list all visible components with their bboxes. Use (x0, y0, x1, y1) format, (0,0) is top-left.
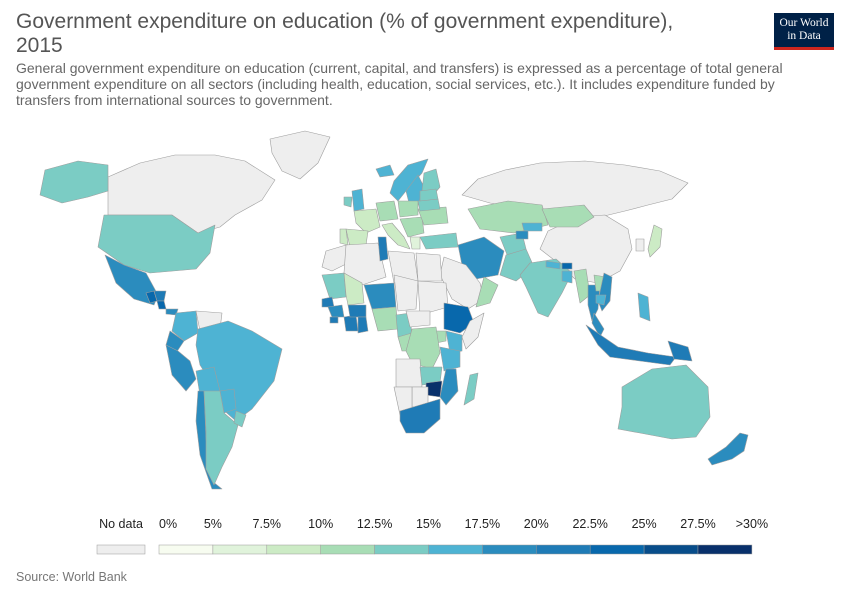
source-note[interactable]: Source: World Bank (16, 570, 127, 584)
legend-swatch (428, 544, 483, 555)
region-greece[interactable] (409, 236, 421, 250)
region-alaska[interactable] (39, 160, 109, 204)
region-sudan[interactable] (417, 280, 449, 316)
region-united-states[interactable] (97, 214, 216, 274)
region-angola[interactable] (395, 358, 423, 388)
region-new-zealand[interactable] (707, 432, 749, 466)
legend-swatch (697, 544, 753, 555)
region-germany[interactable] (375, 200, 399, 222)
subtitle-line-3: transfers from international sources to … (16, 92, 333, 108)
legend-swatch (158, 544, 214, 555)
legend-swatch (374, 544, 429, 555)
legend-swatch (266, 544, 321, 555)
region-egypt[interactable] (415, 252, 443, 282)
region-niger[interactable] (363, 282, 397, 310)
region-uruguay[interactable] (233, 410, 247, 428)
region-nigeria[interactable] (371, 306, 399, 332)
chart-title: Government expenditure on education (% o… (16, 10, 746, 58)
region-mozambique[interactable] (439, 368, 459, 406)
region-central-african-republic[interactable] (405, 310, 431, 328)
legend-tick-label: 20% (524, 517, 549, 531)
region-costa-rica[interactable] (156, 300, 167, 310)
map-legend: No data 0% 5% 7.5% 10% 12.5% 15% 17.5% 20% 22.5% 2… (96, 517, 768, 555)
region-guinea[interactable] (327, 304, 345, 318)
legend-swatch (589, 544, 645, 555)
subtitle-line-1: General government expenditure on educat… (16, 60, 783, 76)
region-tanzania[interactable] (439, 346, 461, 372)
legend-swatch (536, 544, 591, 555)
region-cambodia[interactable] (595, 294, 607, 306)
region-nepal[interactable] (545, 260, 561, 270)
region-zimbabwe[interactable] (425, 380, 443, 398)
region-mongolia[interactable] (541, 204, 595, 228)
legend-swatch (643, 544, 699, 555)
region-baltics[interactable] (419, 188, 439, 202)
region-iceland[interactable] (375, 164, 395, 178)
world-map (39, 130, 749, 490)
region-tunisia[interactable] (377, 236, 389, 262)
logo-line-1: Our World (779, 17, 829, 29)
region-bangladesh[interactable] (561, 270, 573, 284)
region-argentina[interactable] (203, 390, 239, 486)
legend-no-data-swatch (96, 544, 146, 555)
region-mali[interactable] (343, 272, 365, 306)
region-chad[interactable] (393, 274, 419, 312)
chart-subtitle: General government expenditure on educat… (16, 60, 816, 108)
legend-no-data-label: No data (99, 517, 143, 531)
subtitle-line-2: government expenditure on all sectors (i… (16, 76, 775, 92)
region-senegal[interactable] (321, 296, 335, 308)
legend-tick-label: 12.5% (357, 517, 392, 531)
region-mauritania[interactable] (321, 272, 347, 300)
region-italy[interactable] (381, 222, 411, 250)
legend-swatch (482, 544, 537, 555)
region-papua-new-guinea[interactable] (667, 340, 693, 362)
region-peru[interactable] (165, 344, 197, 392)
region-ghana[interactable] (357, 316, 369, 334)
region-australia[interactable] (617, 364, 711, 440)
legend-tick-label: 27.5% (680, 517, 715, 531)
region-somalia[interactable] (461, 312, 485, 350)
region-colombia[interactable] (171, 310, 199, 342)
region-indonesia[interactable] (585, 324, 677, 366)
legend-tick-label: 17.5% (465, 517, 500, 531)
region-poland[interactable] (397, 200, 419, 218)
legend-end-label: >30% (736, 517, 768, 531)
legend-tick-label: 22.5% (572, 517, 607, 531)
legend-tick-label: 0% (159, 517, 177, 531)
owid-logo[interactable]: Our World in Data (774, 13, 834, 50)
region-bhutan[interactable] (561, 262, 573, 270)
region-philippines[interactable] (637, 292, 651, 322)
region-tajikistan[interactable] (515, 230, 529, 240)
region-india[interactable] (519, 258, 573, 318)
region-france[interactable] (353, 208, 381, 234)
legend-tick-label: 15% (416, 517, 441, 531)
region-balkans[interactable] (399, 216, 425, 238)
legend-tick-label: 5% (204, 517, 222, 531)
region-algeria[interactable] (343, 242, 387, 286)
region-ireland[interactable] (343, 196, 353, 208)
legend-tick-label: 10% (308, 517, 333, 531)
region-united-kingdom[interactable] (351, 188, 365, 212)
region-burkina-faso[interactable] (347, 304, 367, 318)
region-greenland[interactable] (269, 130, 331, 180)
region-madagascar[interactable] (463, 372, 479, 406)
legend-swatch (212, 544, 268, 555)
logo-line-2: in Data (787, 30, 821, 42)
region-kenya[interactable] (445, 330, 463, 354)
title-line-1: Government expenditure on education (% o… (16, 10, 674, 33)
legend-swatch (320, 544, 375, 555)
legend-tick-label: 7.5% (253, 517, 282, 531)
region-oman[interactable] (475, 276, 499, 308)
region-south-korea[interactable] (635, 238, 645, 252)
region-south-africa[interactable] (399, 398, 441, 434)
region-japan[interactable] (647, 224, 663, 258)
region-kyrgyzstan[interactable] (521, 222, 543, 232)
region-turkey[interactable] (419, 232, 459, 250)
title-line-2: 2015 (16, 34, 63, 57)
region-cote-d-ivoire[interactable] (343, 314, 359, 332)
legend-tick-label: 25% (632, 517, 657, 531)
region-sierra-leone[interactable] (329, 316, 339, 324)
